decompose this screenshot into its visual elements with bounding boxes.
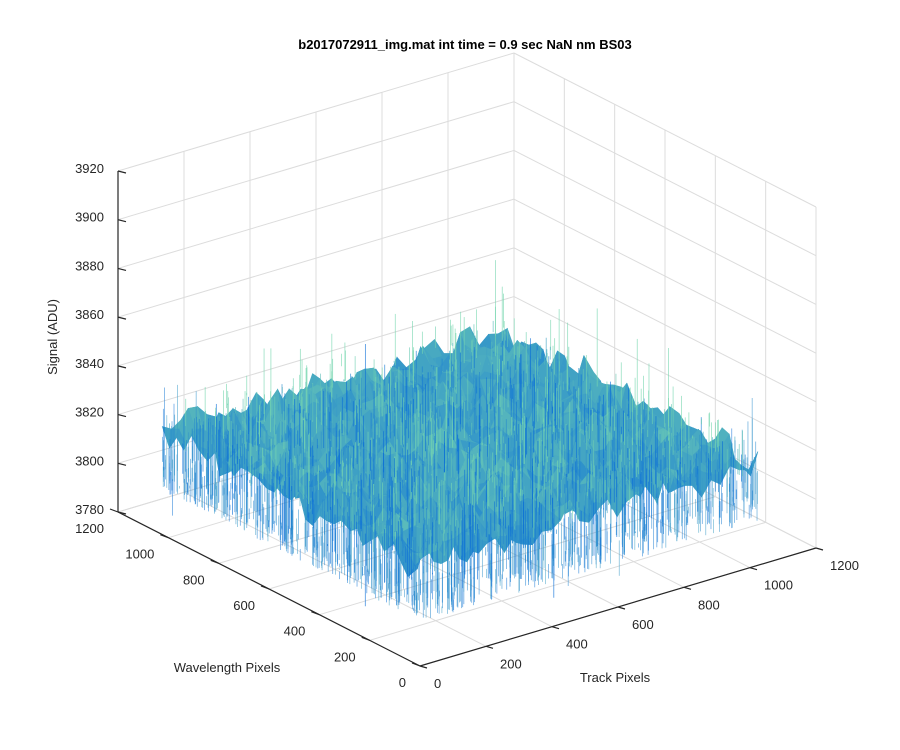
z-tick-label: 3860 xyxy=(75,307,104,322)
y-tick-mark xyxy=(160,534,169,539)
grid-line xyxy=(513,149,817,305)
grid-line xyxy=(117,52,515,172)
z-tick-mark xyxy=(117,219,127,223)
grid-line xyxy=(513,198,817,354)
surface-mesh xyxy=(161,260,759,618)
x-tick-mark xyxy=(617,606,626,610)
z-tick-mark xyxy=(117,170,127,174)
x-tick-label: 1200 xyxy=(830,558,859,573)
x-tick-mark xyxy=(815,547,824,551)
z-tick-mark xyxy=(117,462,127,466)
z-tick-label: 3840 xyxy=(75,356,104,371)
y-tick-label: 200 xyxy=(334,649,356,664)
y-tick-mark xyxy=(361,636,370,641)
chart-title: b2017072911_img.mat int time = 0.9 sec N… xyxy=(298,37,631,52)
z-tick-label: 3880 xyxy=(75,258,104,273)
grid-line xyxy=(117,101,515,221)
tick-labels: 0 200 400 600 800 1000 1200 0 200 400 600 800 1000 12… xyxy=(75,161,859,691)
z-tick-mark xyxy=(117,511,127,515)
x-tick-mark xyxy=(749,567,758,571)
x-tick-label: 1000 xyxy=(764,578,793,593)
x-tick-mark xyxy=(551,626,560,630)
y-tick-label: 600 xyxy=(233,598,255,613)
grid-line xyxy=(117,149,515,269)
z-axis-label: Signal (ADU) xyxy=(45,299,60,375)
x-tick-label: 200 xyxy=(500,656,522,671)
x-tick-label: 0 xyxy=(434,676,441,691)
y-tick-mark xyxy=(210,559,219,564)
z-tick-mark xyxy=(117,413,127,418)
z-tick-mark xyxy=(117,267,127,272)
axes-lines xyxy=(109,170,824,669)
y-tick-mark xyxy=(411,662,421,667)
x-tick-label: 600 xyxy=(632,617,654,632)
y-tick-label: 0 xyxy=(399,675,406,690)
x-tick-mark xyxy=(419,665,428,669)
z-tick-label: 3800 xyxy=(75,453,104,468)
z-tick-label: 3820 xyxy=(75,405,104,420)
x-tick-mark xyxy=(683,586,692,590)
y-tick-label: 1200 xyxy=(75,521,104,536)
z-tick-label: 3900 xyxy=(75,210,104,225)
grid-line xyxy=(117,296,515,416)
z-tick-label: 3920 xyxy=(75,161,104,176)
y-tick-mark xyxy=(109,508,119,513)
grid-line xyxy=(513,101,817,257)
z-tick-label: 3780 xyxy=(75,502,104,517)
grid-line xyxy=(513,247,817,403)
x-tick-label: 800 xyxy=(698,597,720,612)
y-axis-label: Wavelength Pixels xyxy=(174,660,281,675)
x-axis-label: Track Pixels xyxy=(580,670,651,685)
y-tick-label: 400 xyxy=(284,624,306,639)
y-tick-mark xyxy=(260,585,270,590)
y-tick-label: 1000 xyxy=(125,547,154,562)
grid-line xyxy=(117,247,515,367)
y-tick-mark xyxy=(311,611,320,616)
y-tick-label: 800 xyxy=(183,572,205,587)
z-tick-mark xyxy=(117,316,127,320)
z-tick-mark xyxy=(117,365,127,369)
grid-line xyxy=(513,52,817,208)
x-tick-mark xyxy=(485,645,494,649)
grid-line xyxy=(369,521,766,641)
grid-line xyxy=(513,296,817,452)
grid-line xyxy=(117,198,515,318)
x-tick-label: 400 xyxy=(566,637,588,652)
